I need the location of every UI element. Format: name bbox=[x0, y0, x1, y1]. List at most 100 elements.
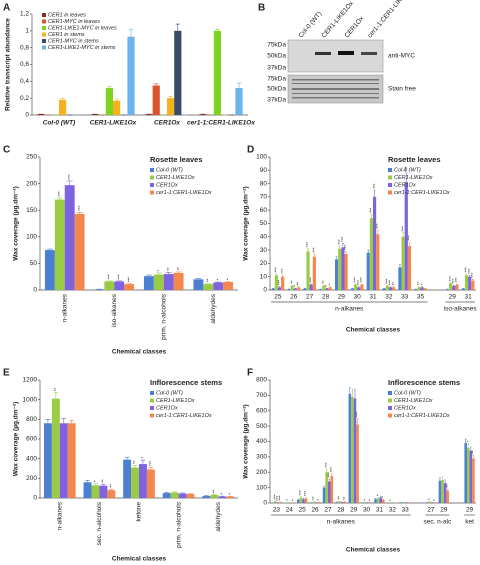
bar bbox=[281, 276, 285, 290]
band bbox=[338, 51, 354, 55]
x-tick-label: 33 bbox=[401, 294, 409, 301]
significance: ** bbox=[101, 479, 106, 483]
error-bar bbox=[418, 286, 420, 288]
y-axis-label: Relative transcript abundance bbox=[5, 18, 12, 111]
significance: *** bbox=[280, 268, 285, 274]
error-bar bbox=[323, 485, 325, 488]
error-bar bbox=[69, 420, 75, 424]
bar bbox=[469, 450, 473, 503]
legend-swatch bbox=[150, 190, 154, 195]
x-tick-label: n-alkanes bbox=[61, 293, 68, 322]
bar bbox=[218, 496, 227, 498]
legend-swatch bbox=[388, 398, 392, 403]
lane-label: cer1-1:CER1-LIKE1Ox bbox=[366, 0, 414, 39]
error-bar bbox=[472, 455, 475, 459]
legend-swatch bbox=[42, 26, 46, 30]
y-tick-label: 150 bbox=[26, 207, 37, 214]
group-label: iso-alkanes bbox=[444, 306, 478, 313]
lane-label: CER1Ox bbox=[343, 15, 365, 40]
significance: * bbox=[465, 440, 470, 442]
error-bar bbox=[66, 180, 73, 186]
significance: * bbox=[225, 278, 230, 280]
error-bar bbox=[465, 273, 468, 276]
legend-swatch bbox=[42, 45, 46, 50]
x-tick-label: 32 bbox=[385, 294, 393, 301]
error-bar bbox=[305, 497, 307, 499]
significance: * bbox=[219, 493, 224, 495]
bar bbox=[296, 287, 301, 290]
significance: *** bbox=[274, 267, 279, 273]
error-bar bbox=[53, 392, 59, 399]
error-bar bbox=[470, 446, 472, 451]
bar bbox=[392, 287, 396, 290]
x-tick-label: aldehydes bbox=[210, 293, 217, 323]
legend-swatch bbox=[388, 190, 392, 195]
bar bbox=[404, 182, 408, 290]
y-tick-label: 250 bbox=[26, 154, 37, 161]
y-tick-label: 800 bbox=[256, 377, 267, 384]
y-tick-label: 800 bbox=[26, 416, 37, 423]
significance: *** bbox=[305, 242, 310, 248]
significance: * bbox=[293, 285, 298, 287]
y-tick-label: 1200 bbox=[23, 377, 38, 384]
x-tick-label: 30 bbox=[354, 294, 362, 301]
bar bbox=[213, 282, 224, 290]
significance: * bbox=[362, 499, 367, 501]
x-tick-label: 29 bbox=[338, 294, 346, 301]
error-bar bbox=[389, 286, 392, 288]
error-bar bbox=[145, 274, 152, 277]
bar bbox=[443, 483, 447, 503]
error-bar bbox=[215, 28, 220, 31]
significance: ** bbox=[342, 496, 347, 500]
significance: *** bbox=[67, 174, 72, 180]
bar bbox=[401, 236, 405, 290]
bar bbox=[376, 234, 380, 290]
x-tick-label: 31 bbox=[464, 294, 472, 301]
bar bbox=[340, 502, 344, 503]
significance: ** bbox=[205, 278, 210, 282]
significance: * bbox=[388, 499, 393, 501]
bar bbox=[306, 251, 310, 290]
bar bbox=[153, 274, 164, 290]
significance: * bbox=[285, 499, 290, 501]
y-tick-label: 70 bbox=[260, 194, 268, 201]
y-tick-label: 10 bbox=[260, 273, 268, 280]
bar bbox=[152, 85, 160, 115]
band bbox=[315, 52, 331, 55]
legend-label: CER1-LIKE1Ox bbox=[394, 175, 433, 181]
bar bbox=[131, 467, 139, 498]
bar bbox=[59, 99, 67, 115]
legend-label: CER1Ox bbox=[156, 182, 178, 188]
bar bbox=[94, 289, 105, 290]
panel-letter: D bbox=[247, 145, 254, 156]
bar bbox=[83, 482, 92, 498]
x-tick-label: 25 bbox=[274, 294, 282, 301]
y-tick-label: 90 bbox=[260, 167, 268, 174]
significance: *** bbox=[303, 491, 308, 497]
significance: *** bbox=[312, 247, 317, 253]
bar bbox=[351, 396, 354, 503]
bar bbox=[199, 114, 207, 115]
y-tick-label: 1,2 bbox=[20, 11, 29, 18]
significance: *** bbox=[464, 267, 469, 273]
y-tick-label: 50 bbox=[260, 220, 268, 227]
bar bbox=[335, 502, 339, 503]
bar bbox=[338, 248, 342, 290]
x-tick-label: 27 bbox=[306, 294, 314, 301]
legend-swatch bbox=[150, 391, 154, 395]
error-bar bbox=[175, 271, 182, 273]
blot-label: Stain free bbox=[388, 86, 416, 93]
bar bbox=[414, 289, 418, 290]
legend-label: CER1-LIKE1-MYC in stems bbox=[48, 45, 116, 51]
error-bar bbox=[441, 476, 444, 480]
significance: *** bbox=[448, 276, 453, 282]
x-axis-label: Chemical classes bbox=[346, 547, 401, 554]
error-bar bbox=[175, 23, 180, 31]
x-tick-label: 29 bbox=[350, 507, 358, 514]
legend-swatch bbox=[150, 183, 154, 187]
error-bar bbox=[107, 86, 112, 89]
significance: * bbox=[427, 498, 432, 500]
marker-label: 50kDa bbox=[267, 86, 286, 93]
error-bar bbox=[338, 245, 341, 249]
